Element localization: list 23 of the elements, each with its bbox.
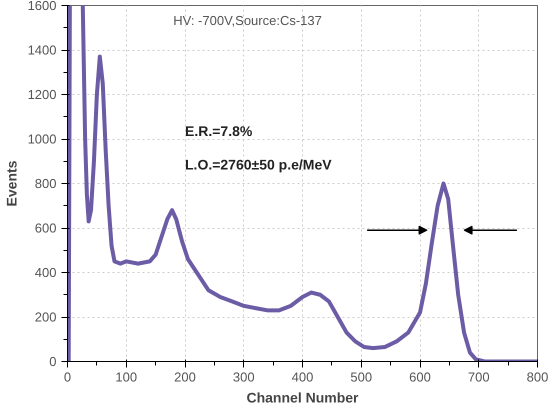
x-tick-label: 700	[468, 370, 490, 384]
y-tick-label: 0	[49, 354, 57, 369]
x-tick-label: 600	[409, 370, 431, 384]
y-axis-title: Events	[4, 160, 20, 206]
x-tick-label: 800	[526, 370, 548, 384]
y-tick-label: 1400	[28, 42, 56, 58]
x-tick-label: 100	[115, 370, 138, 384]
x-tick-label: 400	[292, 370, 314, 384]
y-tick-label: 1200	[28, 87, 56, 102]
y-tick-label: 600	[34, 220, 57, 236]
x-axis-title: Channel Number	[246, 390, 360, 406]
y-tick-label: 400	[34, 265, 57, 280]
y-tick-label: 1000	[28, 132, 56, 146]
annotation: E.R.=7.8%	[185, 123, 253, 139]
y-tick-label: 200	[34, 310, 57, 324]
annotation: L.O.=2760±50 p.e/MeV	[185, 156, 332, 172]
y-tick-label: 1600	[28, 0, 56, 13]
y-tick-label: 800	[34, 176, 57, 191]
x-tick-label: 500	[350, 370, 372, 384]
x-tick-label: 0	[64, 370, 72, 384]
annotation: HV: -700V,Source:Cs-137	[173, 12, 322, 28]
x-tick-label: 200	[174, 370, 196, 384]
x-tick-label: 300	[232, 370, 255, 384]
